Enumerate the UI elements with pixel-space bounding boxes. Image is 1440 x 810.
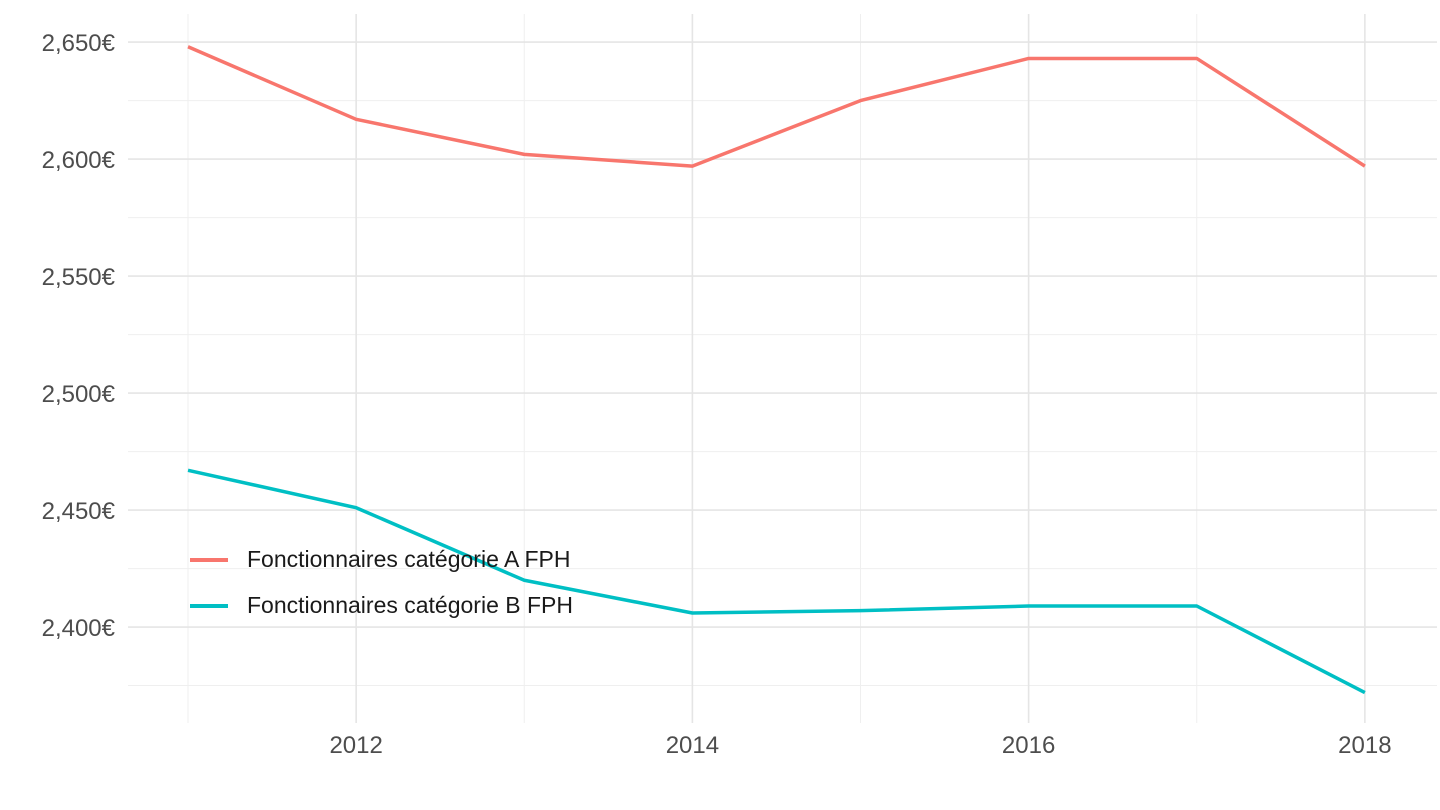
legend-key-line-a (190, 557, 228, 562)
legend-key-line-b (190, 603, 228, 608)
legend-item-categorie-b: Fonctionnaires catégorie B FPH (190, 592, 573, 619)
y-axis-tick-label: 2,600€ (42, 147, 116, 174)
y-axis-tick-label: 2,450€ (42, 498, 116, 525)
legend-label-a: Fonctionnaires catégorie A FPH (247, 546, 571, 572)
legend: Fonctionnaires catégorie A FPH Fonctionn… (190, 546, 573, 619)
series-line-categorie-a (187, 45, 1366, 168)
x-axis-tick-label: 2012 (329, 732, 382, 759)
y-axis-tick-label: 2,400€ (42, 615, 116, 642)
x-axis-tick-label: 2018 (1338, 732, 1391, 759)
x-axis-tick-label: 2016 (1002, 732, 1055, 759)
x-axis-tick-label: 2014 (666, 732, 719, 759)
series-line-categorie-b (187, 468, 1366, 695)
y-axis-tick-label: 2,650€ (42, 30, 116, 57)
y-axis-tick-label: 2,550€ (42, 264, 116, 291)
y-axis-tick-label: 2,500€ (42, 381, 116, 408)
legend-item-categorie-a: Fonctionnaires catégorie A FPH (190, 546, 573, 573)
legend-label-b: Fonctionnaires catégorie B FPH (247, 592, 573, 618)
